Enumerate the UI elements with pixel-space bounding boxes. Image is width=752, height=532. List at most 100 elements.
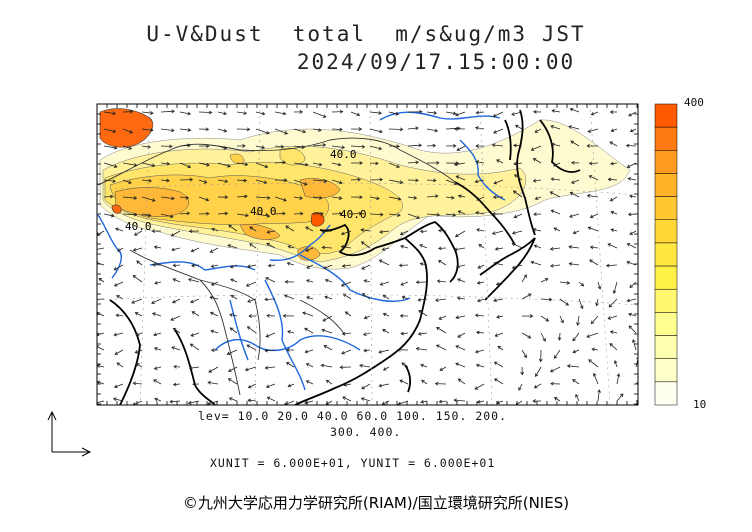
wind-arrow bbox=[154, 398, 162, 402]
wind-arrowhead bbox=[280, 144, 285, 149]
coastlines bbox=[109, 109, 581, 405]
wind-arrow bbox=[230, 327, 238, 334]
wind-arrow bbox=[211, 264, 219, 268]
wind-arrowhead bbox=[187, 128, 192, 132]
wind-arrow bbox=[456, 315, 466, 319]
wind-arrowhead bbox=[435, 344, 440, 348]
wind-arrowhead bbox=[341, 331, 346, 336]
wind-arrow bbox=[632, 339, 637, 351]
wind-arrowhead bbox=[513, 174, 518, 178]
wind-arrowhead bbox=[474, 179, 479, 184]
wind-arrowhead bbox=[147, 213, 152, 218]
wind-arrowhead bbox=[534, 196, 539, 200]
wind-arrow bbox=[588, 227, 599, 232]
wind-arrow bbox=[493, 262, 504, 266]
wind-arrow bbox=[210, 330, 219, 334]
wind-arrow bbox=[568, 126, 580, 130]
wind-arrow bbox=[306, 264, 314, 269]
wind-arrow bbox=[458, 210, 466, 215]
wind-arrowhead bbox=[129, 130, 133, 134]
wind-arrowhead bbox=[267, 263, 272, 268]
wind-arrow bbox=[407, 127, 419, 130]
wind-arrowhead bbox=[457, 378, 462, 382]
wind-arrowhead bbox=[511, 231, 516, 235]
wind-arrowhead bbox=[229, 313, 233, 317]
wind-arrow bbox=[496, 281, 504, 286]
wind-arrow bbox=[274, 128, 288, 135]
wind-arrow bbox=[369, 213, 383, 216]
wind-arrowhead bbox=[491, 143, 496, 148]
wind-arrow bbox=[153, 332, 162, 336]
wind-arrow bbox=[341, 281, 352, 287]
wind-arrow bbox=[592, 348, 599, 351]
wind-arrowhead bbox=[549, 246, 554, 251]
wind-arrowhead bbox=[224, 195, 229, 200]
wind-arrowhead bbox=[153, 245, 158, 250]
wind-arrowhead bbox=[551, 109, 556, 113]
wind-arrowhead bbox=[187, 278, 192, 282]
wind-arrow bbox=[616, 373, 620, 385]
wind-arrowhead bbox=[455, 315, 460, 320]
wind-arrowhead bbox=[378, 350, 382, 354]
wind-arrowhead bbox=[205, 144, 210, 149]
wind-arrow bbox=[438, 260, 447, 266]
wind-arrowhead bbox=[265, 384, 270, 389]
wind-arrow bbox=[570, 108, 580, 113]
wind-arrowhead bbox=[246, 344, 251, 348]
wind-arrowhead bbox=[453, 144, 457, 148]
wind-arrow bbox=[361, 397, 371, 402]
wind-arrow bbox=[627, 243, 637, 249]
wind-arrowhead bbox=[97, 332, 100, 337]
wind-arrow bbox=[217, 128, 227, 132]
wind-arrow bbox=[572, 379, 580, 385]
wind-arrow bbox=[455, 363, 466, 368]
wind-arrowhead bbox=[435, 298, 439, 302]
wind-arrow bbox=[407, 213, 420, 219]
wind-arrow bbox=[568, 246, 580, 249]
wind-arrowhead bbox=[494, 246, 499, 251]
wind-arrowhead bbox=[171, 196, 175, 201]
wind-arrowhead bbox=[152, 262, 156, 267]
wind-arrow bbox=[550, 247, 561, 250]
wind-arrowhead bbox=[550, 177, 555, 182]
wind-arrowhead bbox=[114, 351, 119, 355]
wind-arrow bbox=[122, 145, 132, 150]
wind-arrowhead bbox=[454, 233, 459, 237]
wind-arrow bbox=[476, 364, 485, 368]
wind-arrow bbox=[445, 111, 456, 115]
wind-arrowhead bbox=[474, 313, 479, 318]
wind-arrowhead bbox=[580, 282, 585, 287]
wind-arrowhead bbox=[151, 229, 156, 233]
wind-arrow bbox=[190, 343, 200, 351]
wind-arrow bbox=[236, 162, 248, 165]
wind-arrow bbox=[629, 230, 637, 235]
wind-arrow bbox=[131, 298, 143, 304]
wind-arrowhead bbox=[341, 350, 345, 355]
wind-arrowhead bbox=[286, 348, 290, 352]
wind-arrowhead bbox=[322, 318, 327, 322]
wind-arrow bbox=[122, 213, 137, 216]
wind-arrow bbox=[627, 298, 637, 302]
wind-arrowhead bbox=[134, 312, 139, 316]
wind-arrow bbox=[228, 224, 238, 232]
wind-arrowhead bbox=[116, 295, 120, 299]
wind-arrowhead bbox=[247, 384, 252, 389]
dust-level-100b bbox=[299, 178, 341, 199]
wind-arrowhead bbox=[549, 191, 554, 195]
wind-arrow bbox=[321, 329, 333, 334]
wind-arrowhead bbox=[401, 295, 406, 300]
wind-arrowhead bbox=[610, 228, 615, 232]
wind-arrow bbox=[179, 128, 191, 131]
wind-arrow bbox=[398, 400, 409, 405]
wind-arrowhead bbox=[455, 112, 459, 117]
wind-arrow bbox=[342, 396, 352, 402]
wind-arrowhead bbox=[229, 327, 234, 331]
wind-arrowhead bbox=[341, 264, 346, 268]
wind-arrowhead bbox=[420, 363, 424, 368]
wind-arrowhead bbox=[134, 350, 139, 354]
wind-arrowhead bbox=[264, 365, 269, 370]
wind-arrow bbox=[342, 264, 352, 267]
wind-arrowhead bbox=[321, 328, 325, 333]
wind-arrow bbox=[400, 230, 409, 235]
wind-arrow bbox=[198, 179, 207, 183]
